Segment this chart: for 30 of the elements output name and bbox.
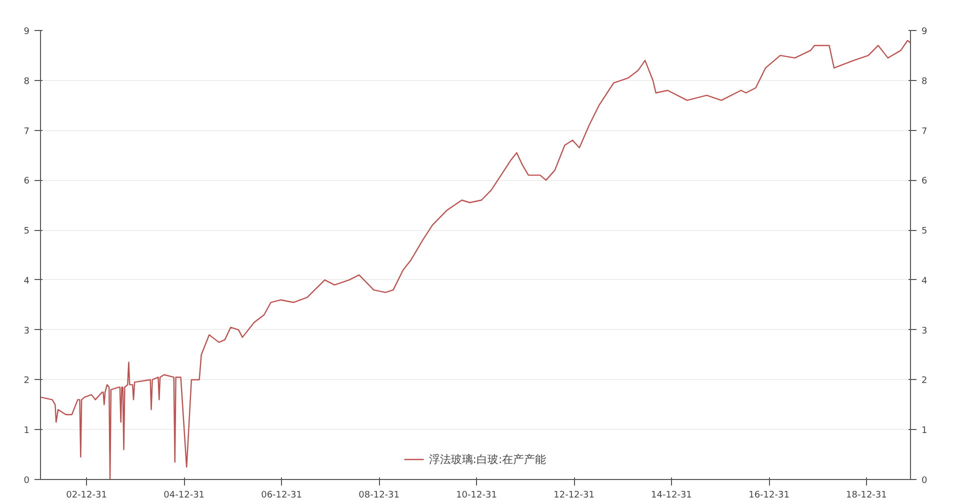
y-tick-label: 6: [24, 176, 30, 187]
y2-tick-label: 7: [922, 126, 928, 137]
x-tick-label: 02-12-31: [66, 490, 107, 500]
y-tick-label: 7: [24, 126, 30, 137]
y-tick-label: 9: [24, 27, 30, 37]
y2-tick-label: 8: [922, 76, 928, 87]
y-tick-label: 3: [24, 326, 30, 336]
y2-tick-label: 2: [922, 376, 928, 386]
y-tick-label: 1: [24, 426, 30, 436]
y-tick-label: 8: [24, 76, 30, 87]
x-tick-label: 06-12-31: [261, 490, 302, 500]
y2-tick-label: 5: [922, 226, 928, 237]
y-tick-label: 5: [24, 226, 30, 237]
x-tick-label: 16-12-31: [748, 490, 790, 500]
y2-tick-label: 9: [922, 27, 928, 37]
x-tick-label: 08-12-31: [358, 490, 400, 500]
x-tick-label: 04-12-31: [164, 490, 205, 500]
y-tick-label: 2: [24, 376, 30, 386]
y2-tick-label: 0: [922, 476, 928, 486]
legend-label: 浮法玻璃:白玻:在产产能: [428, 452, 546, 466]
x-tick-label: 12-12-31: [554, 490, 594, 500]
y-tick-label: 4: [24, 276, 30, 286]
y-tick-label: 0: [24, 476, 30, 486]
y2-tick-label: 3: [922, 326, 928, 336]
x-tick-label: 14-12-31: [651, 490, 692, 500]
x-tick-label: 10-12-31: [456, 490, 497, 500]
y2-tick-label: 6: [922, 176, 928, 187]
y2-tick-label: 4: [922, 276, 928, 286]
y2-tick-label: 1: [922, 426, 928, 436]
x-tick-label: 18-12-31: [846, 490, 887, 500]
